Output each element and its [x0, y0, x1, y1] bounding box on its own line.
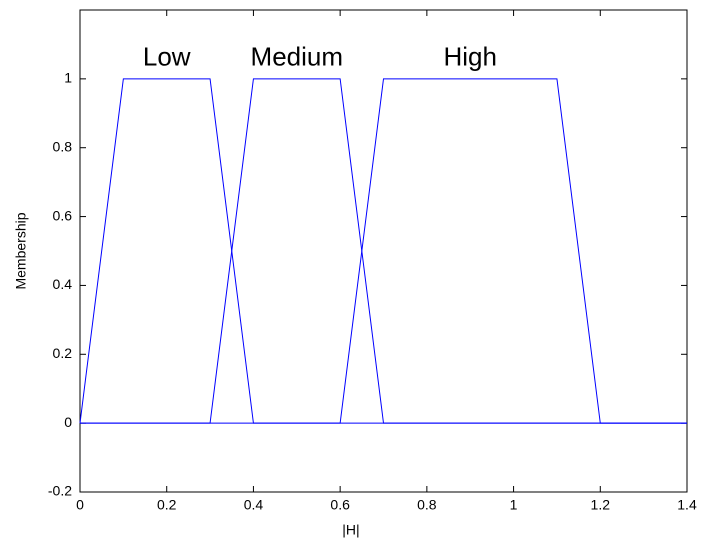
x-tick-label: 0.2 — [157, 497, 177, 513]
x-tick-label: 0 — [76, 497, 84, 513]
x-tick-label: 1 — [510, 497, 518, 513]
y-tick-label: -0.2 — [48, 483, 72, 499]
mf-label: High — [443, 42, 496, 72]
y-axis-label: Membership — [13, 212, 29, 289]
y-tick-label: 0.6 — [53, 207, 73, 223]
x-tick-label: 0.8 — [417, 497, 437, 513]
y-tick-label: 0.2 — [53, 345, 73, 361]
membership-line — [79, 78, 687, 424]
plot-frame — [79, 9, 688, 493]
x-tick-label: 1.2 — [591, 497, 611, 513]
membership-line — [80, 78, 687, 424]
x-tick-label: 0.4 — [244, 497, 264, 513]
mf-label: Low — [143, 42, 191, 72]
x-tick-label: 0.6 — [330, 497, 350, 513]
y-tick-label: 0 — [64, 414, 72, 430]
membership-line — [80, 78, 687, 424]
mf-label: Medium — [251, 42, 343, 72]
y-tick-label: 1 — [64, 70, 72, 86]
y-tick-label: 0.8 — [53, 138, 73, 154]
y-tick-label: 0.4 — [53, 276, 73, 292]
x-axis-label: |H| — [342, 522, 359, 538]
x-tick-label: 1.4 — [677, 497, 697, 513]
